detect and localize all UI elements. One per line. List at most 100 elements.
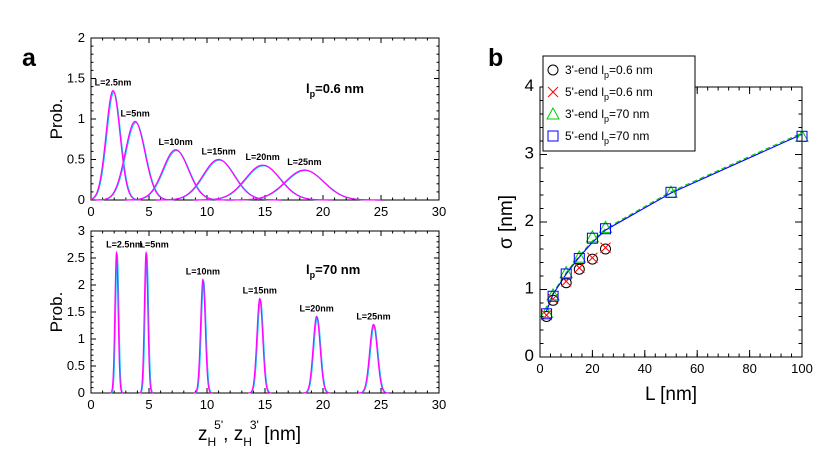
chart-b: 0 20 40 60 80 100 0 1 2 3 4 σ [nm] L [nm] 3'-end l… xyxy=(496,55,813,405)
square-marker xyxy=(665,186,677,198)
legend: 3'-end lp=0.6 nm 5'-end lp=0.6 nm 3'-end l… xyxy=(542,55,696,152)
y-tick-label: 1 xyxy=(525,279,534,298)
x-tick-label: 30 xyxy=(432,204,446,219)
x-axis-label: L [nm] xyxy=(645,384,697,405)
triangle-marker xyxy=(546,287,560,301)
lp-annotation: lp=0.6 nm xyxy=(306,81,364,99)
fit-line xyxy=(546,132,803,310)
peak-label: L=10nm xyxy=(159,137,193,147)
x-tick-label: 5 xyxy=(145,397,152,412)
distribution-curve xyxy=(193,164,333,201)
y-tick-label: 2 xyxy=(78,277,85,292)
x-marker xyxy=(573,262,585,274)
chart-a-top: 0 5 10 15 20 25 30 0 0.5 1 1.5 2 L=2.5nm L=5nm L=10nm… xyxy=(47,30,446,219)
triangle-marker xyxy=(559,265,574,279)
peak-label: L=15nm xyxy=(201,147,235,157)
plot-frame xyxy=(90,37,440,201)
y-axis-label: Prob. xyxy=(47,99,66,140)
distribution-curve xyxy=(139,250,154,394)
square-marker xyxy=(560,268,572,280)
x-tick-label: 20 xyxy=(316,204,330,219)
distribution-curve xyxy=(90,89,141,201)
square-marker xyxy=(573,252,585,264)
circle-marker xyxy=(547,64,559,76)
distribution-curve xyxy=(95,121,175,201)
legend-label: 5'-end lp=70 nm xyxy=(565,129,649,146)
square-marker xyxy=(586,232,598,244)
distribution-curve xyxy=(109,250,124,394)
x-tick-label: 0 xyxy=(536,361,543,376)
y-axis-label: Prob. xyxy=(47,292,66,333)
peak-label: L=20nm xyxy=(246,152,280,162)
peak-label: L=15nm xyxy=(243,286,277,296)
square-marker xyxy=(547,290,559,302)
fit-line xyxy=(546,133,803,312)
x-tick-label: 60 xyxy=(690,361,704,376)
peak-label: L=20nm xyxy=(299,303,333,313)
square-marker xyxy=(600,223,611,235)
peak-label: L=25nm xyxy=(287,157,321,167)
legend-label: 3'-end lp=70 nm xyxy=(565,107,649,124)
distribution-curve xyxy=(358,324,389,394)
distribution-curve xyxy=(302,315,331,394)
peak-label: L=2.5nm xyxy=(106,240,143,250)
circle-marker xyxy=(586,253,598,265)
y-tick-label: 1 xyxy=(78,111,85,126)
distribution-curve xyxy=(193,165,333,201)
y-tick-label: 2 xyxy=(525,211,534,230)
peak-label: L=5nm xyxy=(120,108,149,118)
x-marker xyxy=(600,242,611,254)
triangle-marker xyxy=(598,220,613,233)
y-tick-label: 4 xyxy=(525,76,534,95)
peak-label: L=10nm xyxy=(186,267,220,277)
x-tick-label: 15 xyxy=(258,204,272,219)
circle-marker xyxy=(573,263,585,275)
y-tick-label: 1.5 xyxy=(67,71,85,86)
x-tick-label: 15 xyxy=(258,397,272,412)
x-tick-label: 80 xyxy=(742,361,756,376)
y-tick-label: 0.5 xyxy=(67,358,85,373)
triangle-marker xyxy=(585,229,600,243)
x-marker xyxy=(547,86,559,98)
distribution-curve xyxy=(193,280,213,394)
y-tick-label: 2.5 xyxy=(67,250,85,265)
circle-marker xyxy=(600,243,611,255)
distribution-curve xyxy=(302,316,331,394)
legend-label: 3'-end lp=0.6 nm xyxy=(565,63,653,80)
x-tick-label: 25 xyxy=(374,204,388,219)
peak-label: L=5nm xyxy=(139,240,168,250)
distribution-curve xyxy=(110,253,124,394)
x-axis-label: zH5', zH3' [nm] xyxy=(198,418,301,449)
x-tick-label: 0 xyxy=(87,204,94,219)
distribution-curve xyxy=(193,278,213,394)
y-tick-label: 1 xyxy=(78,331,85,346)
distribution-curve xyxy=(95,120,175,201)
y-axis-label: σ [nm] xyxy=(496,195,517,249)
y-tick-label: 0 xyxy=(78,385,85,400)
x-tick-label: 100 xyxy=(791,361,813,376)
panel-label-a: a xyxy=(22,44,37,72)
triangle-marker xyxy=(546,106,560,120)
lp-annotation: lp=70 nm xyxy=(306,262,360,280)
x-tick-label: 20 xyxy=(316,397,330,412)
x-tick-label: 20 xyxy=(585,361,599,376)
x-marker xyxy=(587,252,598,264)
distribution-curve xyxy=(248,299,272,394)
y-tick-label: 0 xyxy=(525,346,534,365)
distribution-curve xyxy=(124,149,227,201)
x-tick-label: 30 xyxy=(432,397,446,412)
x-tick-label: 25 xyxy=(374,397,388,412)
distribution-curve xyxy=(139,253,154,394)
triangle-marker xyxy=(539,305,554,318)
peak-label: L=25nm xyxy=(356,311,390,321)
x-tick-label: 10 xyxy=(200,397,214,412)
y-tick-label: 3 xyxy=(525,144,534,163)
square-marker xyxy=(547,130,559,142)
distribution-curve xyxy=(124,149,227,201)
y-tick-label: 3 xyxy=(78,223,85,238)
y-tick-label: 1.5 xyxy=(67,304,85,319)
distribution-curve xyxy=(358,323,389,394)
x-tick-label: 0 xyxy=(87,397,94,412)
